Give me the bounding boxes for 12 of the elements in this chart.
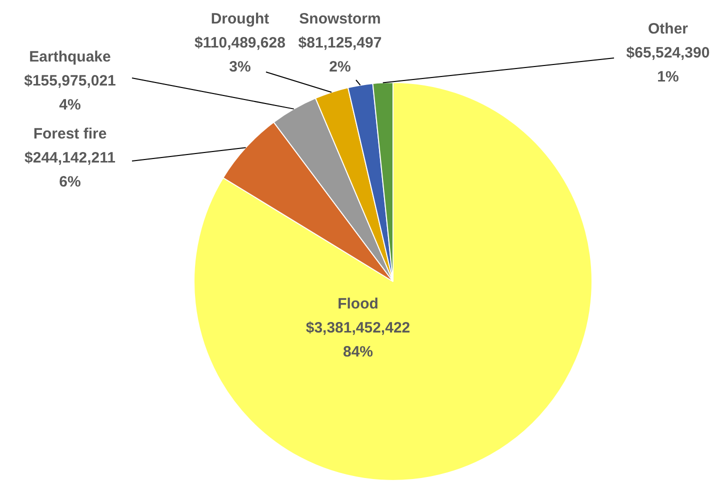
slice-label: Drought: [210, 10, 270, 28]
slice-label: Earthquake: [29, 48, 111, 66]
data-label: $81,125,497 2%: [298, 34, 382, 76]
slice-label: Other: [648, 20, 688, 38]
slice-label: Forest fire: [33, 126, 107, 143]
data-label: $155,975,021 4%: [24, 72, 116, 114]
slice-label: Snowstorm: [299, 10, 381, 28]
data-label: $244,142,211 6%: [24, 150, 116, 191]
data-label: $110,489,628 3%: [194, 34, 286, 76]
data-label: $3,381,452,422 84%: [306, 320, 410, 361]
slice-label: Flood: [338, 296, 378, 313]
data-label: $65,524,390 1%: [626, 44, 710, 86]
